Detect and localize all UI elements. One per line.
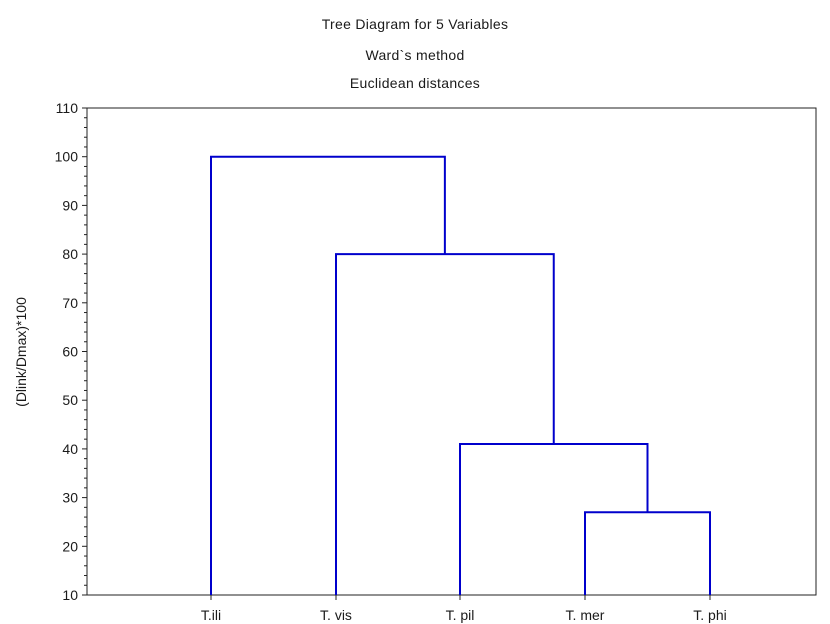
chart-subtitle-2: Euclidean distances (349, 75, 481, 91)
y-tick-label: 60 (62, 344, 78, 360)
y-axis-label: (Dlink/Dmax)*100 (13, 297, 29, 407)
y-tick-label: 50 (62, 392, 78, 408)
merge-link-4 (210, 155, 446, 595)
leaf-label: T. vis (320, 607, 352, 623)
leaf-label: T. pil (446, 607, 475, 623)
y-tick-label: 30 (62, 490, 78, 506)
chart-subtitle: Ward`s method (365, 47, 465, 63)
leaf-label: T. phi (693, 607, 726, 623)
y-tick-label: 80 (62, 246, 78, 262)
plot-frame (86, 107, 817, 596)
leaf-label: T.ili (201, 607, 221, 623)
y-tick-label: 90 (62, 197, 78, 213)
merge-link-2 (459, 443, 649, 595)
dendrogram-links (210, 155, 711, 595)
chart-title: Tree Diagram for 5 Variables (321, 16, 509, 32)
y-tick-label: 20 (62, 538, 78, 554)
leaf-label: T. mer (566, 607, 605, 623)
y-tick-label: 100 (55, 149, 79, 165)
y-tick-label: 110 (56, 100, 79, 116)
y-axis: 10 20 30 40 50 60 70 80 90 100 110 (55, 100, 87, 603)
y-tick-label: 40 (62, 441, 78, 457)
merge-link-3 (335, 253, 555, 595)
x-axis: T.ili T. vis T. pil T. mer T. phi (201, 595, 727, 623)
y-tick-label: 70 (62, 295, 78, 311)
y-tick-label: 10 (62, 587, 78, 603)
merge-link-1 (584, 511, 711, 595)
